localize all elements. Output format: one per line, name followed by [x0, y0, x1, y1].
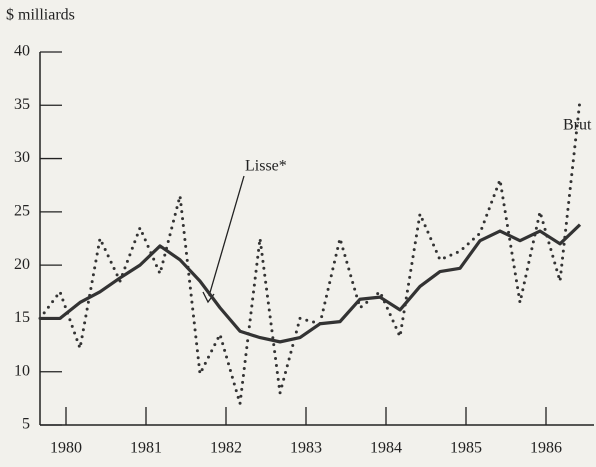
- series-line: [38, 98, 582, 405]
- y-tick-label: 10: [14, 362, 30, 379]
- y-tick-label: 20: [14, 256, 30, 273]
- y-tick-label: 25: [14, 203, 30, 220]
- y-tick-label: 15: [14, 309, 30, 326]
- x-tick-label: 1983: [290, 440, 322, 457]
- x-tick-label: 1980: [50, 440, 82, 457]
- y-tick-label: 5: [22, 416, 30, 433]
- x-tick-label: 1981: [130, 440, 162, 457]
- y-axis-label: $ milliards: [6, 7, 75, 24]
- x-tick-label: 1986: [530, 440, 562, 457]
- series-line: [40, 223, 582, 344]
- x-tick-label: 1984: [370, 440, 402, 457]
- y-tick-label: 30: [14, 149, 30, 166]
- x-tick-label: 1982: [210, 440, 242, 457]
- x-tick-label: 1985: [450, 440, 482, 457]
- annotation: Lisse*: [245, 158, 287, 175]
- annotation-arrow: [208, 175, 245, 297]
- y-tick-label: 35: [14, 96, 30, 113]
- y-tick-label: 40: [14, 43, 30, 60]
